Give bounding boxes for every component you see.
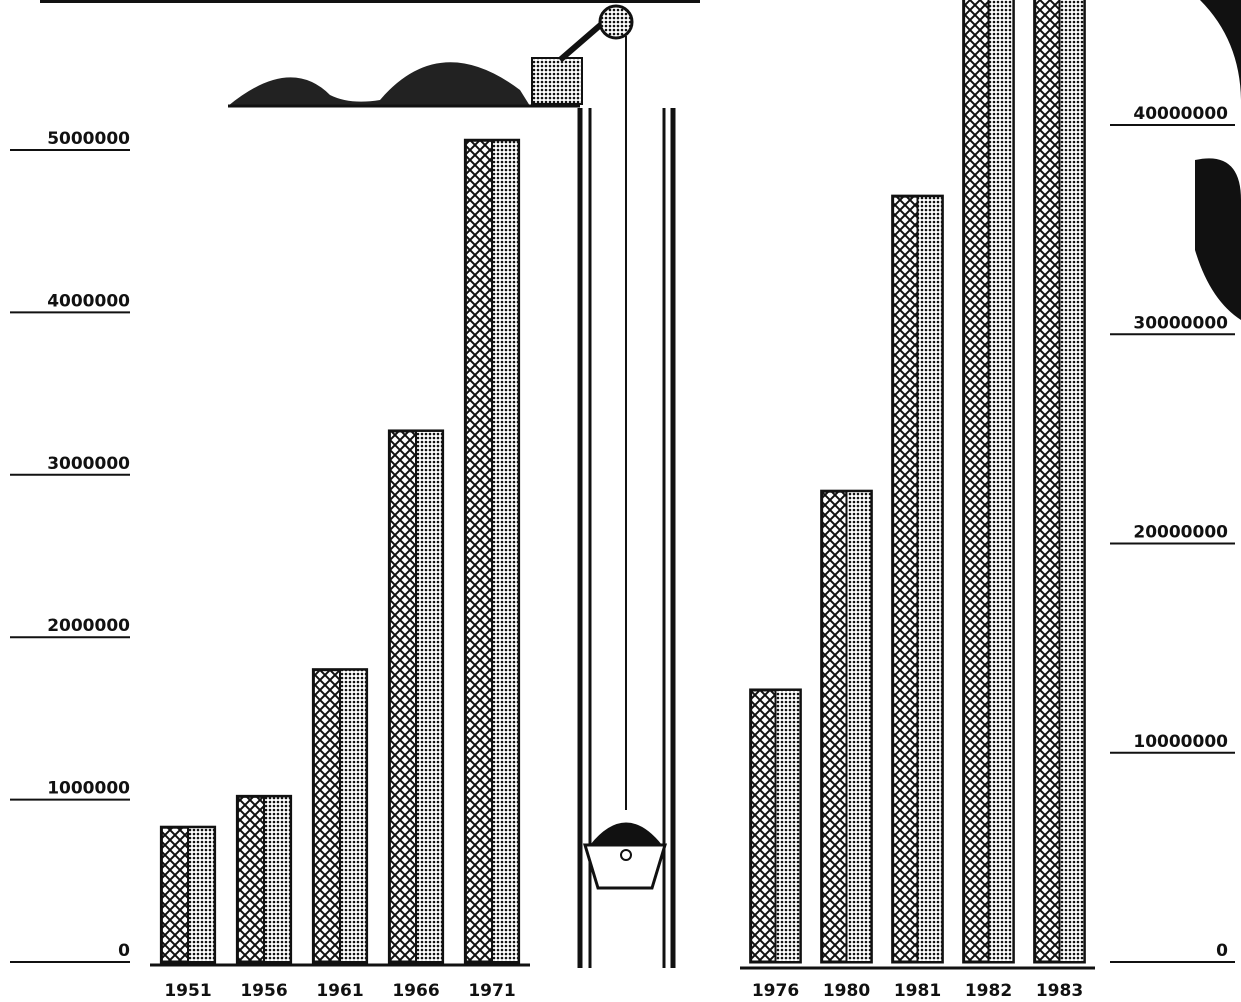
x-tick-label: 1961 <box>316 981 363 1001</box>
x-tick-label: 1980 <box>823 981 870 1001</box>
y-tick-label: 40000000 <box>1133 104 1228 124</box>
bar-inner <box>1060 0 1085 962</box>
y-tick-label: 0 <box>1216 941 1228 961</box>
y-tick-label: 0 <box>118 941 130 961</box>
y-tick-label: 5000000 <box>47 129 130 149</box>
bar-inner <box>918 196 943 962</box>
y-tick-label: 10000000 <box>1133 732 1228 752</box>
y-tick-label: 4000000 <box>47 291 130 311</box>
x-tick-label: 1983 <box>1036 981 1083 1001</box>
x-tick-label: 1976 <box>752 981 799 1001</box>
y-tick-label: 3000000 <box>47 454 130 474</box>
bar-inner <box>776 690 801 962</box>
bar-inner <box>264 796 291 962</box>
x-tick-label: 1951 <box>164 981 211 1001</box>
x-tick-label: 1981 <box>894 981 941 1001</box>
bar-inner <box>416 431 443 962</box>
chart: 0 1000000 2000000 3000000 4000000 5000000 1951… <box>0 0 1241 1002</box>
y-tick-label: 1000000 <box>47 779 130 799</box>
bar-inner <box>340 670 367 962</box>
bar-inner <box>492 140 519 962</box>
bar-inner <box>847 491 872 962</box>
x-tick-label: 1982 <box>965 981 1012 1001</box>
bar-inner <box>188 827 215 962</box>
x-tick-label: 1956 <box>240 981 287 1001</box>
bar-inner <box>989 0 1014 962</box>
y-tick-label: 20000000 <box>1133 523 1228 543</box>
y-tick-label: 30000000 <box>1133 313 1228 333</box>
x-tick-label: 1971 <box>468 981 515 1001</box>
x-tick-label: 1966 <box>392 981 439 1001</box>
y-tick-label: 2000000 <box>47 616 130 636</box>
